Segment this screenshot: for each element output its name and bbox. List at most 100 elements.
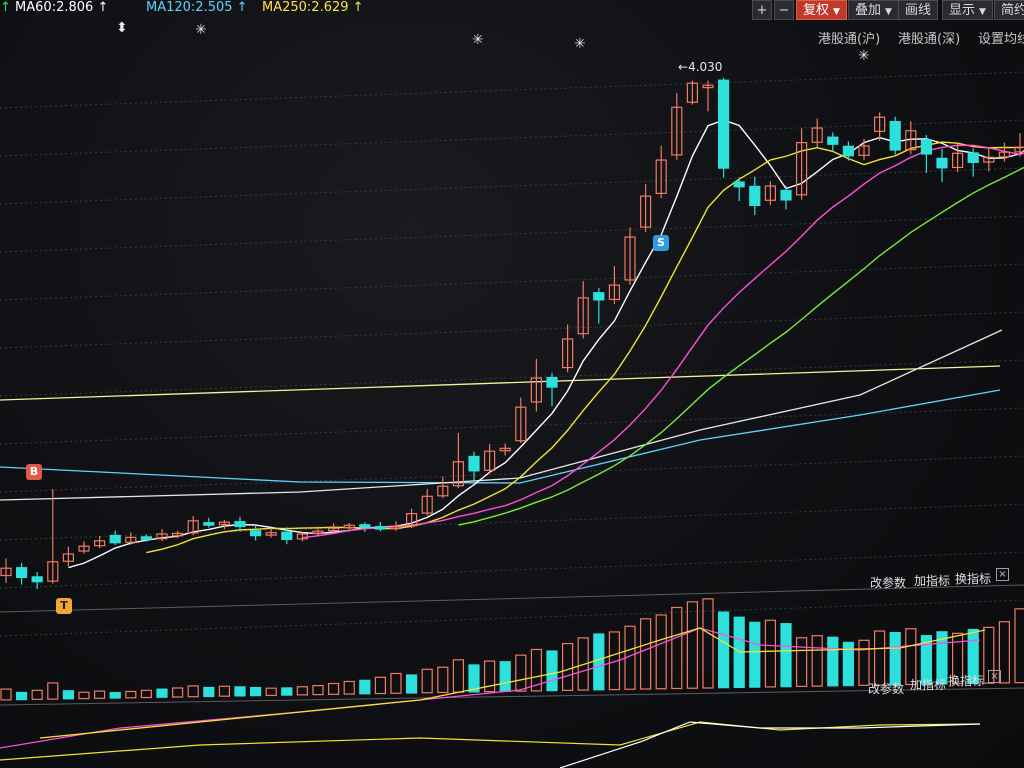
close-icon[interactable]: × [996,568,1009,581]
overlay-button[interactable]: 叠加 ▼ [848,0,899,20]
down-candle [842,145,855,157]
volume-bar-up [265,687,277,696]
ma-settings-link[interactable]: 设置均线 [978,32,1024,47]
ma250-line [0,365,1001,401]
volume-bar-down [827,636,839,687]
up-arrow-icon: ↑ [236,0,248,15]
volume-bar-down [250,686,262,697]
volume-bar-up [983,626,995,684]
up-candle [265,532,277,536]
volume-bar-up [93,690,106,699]
grid-line [0,359,1024,397]
up-candle [47,561,59,582]
star-icon: ✳ [574,36,586,52]
draw-line-button[interactable]: 画线 [898,0,939,20]
down-candle [889,120,901,151]
volume-bar-up [47,682,59,700]
volume-bar-up [811,635,823,687]
tab-hk-connect-sz[interactable]: 港股通(深) [898,32,961,47]
up-candle [187,520,199,534]
arrow-left-icon: ← [678,60,689,74]
up-candle [515,406,527,442]
volume-bar-up [125,690,137,699]
volume-bar-down [234,686,246,697]
volume-bar-up [421,668,433,694]
volume-bar-up [437,666,449,694]
up-candle [421,495,433,514]
volume-bar-down [717,611,730,689]
ma120-legend: MA120:2.505 ↑ [146,0,248,15]
grid-line [0,551,1024,589]
grid-line [0,503,1024,541]
up-candle [125,536,137,543]
volume-bar-down [889,631,901,686]
up-candle [452,461,464,487]
add-indicator-button-2[interactable]: 加指标 [910,678,947,692]
switch-indicator-button[interactable]: 换指标 [955,572,992,586]
up-candle [671,106,683,156]
grid-line [0,215,1024,253]
up-candle [764,185,777,201]
up-arrow-icon: ↑ [97,0,109,15]
volume-bar-up [905,628,917,686]
volume-bar-down [203,686,215,698]
buy-marker[interactable]: B [26,464,42,480]
up-candle [218,521,230,526]
panel-separator [0,584,1024,613]
volume-bar-down [406,674,418,694]
up-candle [406,513,418,527]
zoom-in-button[interactable]: + [752,0,772,20]
grid-line [0,311,1024,349]
grid-line [0,167,1024,205]
simple-mode-button[interactable]: 简约 [994,0,1024,20]
up-candle [484,450,496,471]
volume-bar-down [920,635,933,685]
change-params-button[interactable]: 改参数 [870,576,907,590]
volume-ma-line [39,627,986,739]
volume-bar-down [967,628,979,685]
volume-bar-up [0,688,12,701]
tab-hk-connect-sh[interactable]: 港股通(沪) [818,32,881,47]
down-candle [250,530,262,537]
volume-bar-down [281,687,293,696]
volume-bar-up [218,685,230,697]
up-candle [343,524,355,529]
up-candle [998,151,1011,158]
volume-bar-down [359,679,371,695]
volume-bar-up [187,685,199,698]
volume-bar-down [109,692,121,699]
display-button[interactable]: 显示 ▼ [942,0,993,20]
down-candle [16,567,28,579]
zoom-out-button[interactable]: − [774,0,794,20]
volume-bar-up [873,630,886,686]
chevron-down-icon: ▼ [833,7,840,17]
down-candle [546,376,558,388]
fuquan-button[interactable]: 复权 ▼ [796,0,847,20]
close-icon[interactable]: × [988,670,1001,683]
up-candle [1014,146,1024,153]
up-candle [172,532,184,537]
up-candle [156,533,168,540]
up-candle [437,485,449,497]
add-indicator-button[interactable]: 加指标 [914,574,951,588]
up-candle [655,159,667,194]
volume-bar-up [686,601,699,689]
volume-bar-up [31,689,43,700]
volume-bar-down [16,691,28,701]
up-candle [795,142,808,196]
grid-line [0,455,1024,493]
volume-bar-up [328,682,340,695]
t-marker[interactable]: T [56,598,72,614]
grid-line [0,119,1024,157]
up-candle [873,116,886,133]
volume-bar-up [671,606,683,690]
switch-indicator-button-2[interactable]: 换指标 [948,674,985,688]
sell-marker[interactable]: S [653,235,669,251]
up-candle [905,130,917,151]
up-candle [93,540,106,547]
change-params-button-2[interactable]: 改参数 [868,682,905,696]
volume-bar-up [655,614,667,690]
high-price-label: ←4.030 [678,60,723,74]
up-candle [951,152,964,169]
up-candle [858,145,870,157]
